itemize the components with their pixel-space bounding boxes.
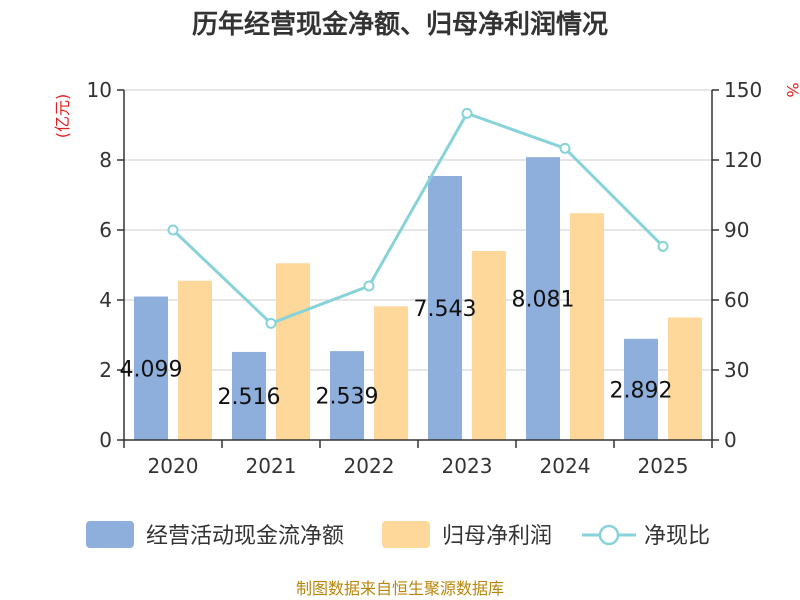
bar-netprofit-2025 <box>668 317 702 440</box>
bar-cashflow-2024 <box>526 157 560 441</box>
bar-netprofit-2020 <box>178 280 212 440</box>
x-tick-label: 2020 <box>148 454 199 478</box>
bar-cashflow-2022 <box>330 351 364 440</box>
x-tick-label: 2024 <box>540 454 591 478</box>
source-note: 制图数据来自恒生聚源数据库 <box>296 579 504 598</box>
axes <box>117 89 719 448</box>
data-label-2020: 4.099 <box>120 357 183 382</box>
data-label-2022: 2.539 <box>316 385 379 410</box>
left-tick-label: 10 <box>87 78 112 102</box>
legend-label-ratio: 净现比 <box>644 524 710 549</box>
legend-marker-ratio <box>598 524 620 546</box>
x-tick-label: 2025 <box>638 454 689 478</box>
left-tick-label: 8 <box>99 148 112 172</box>
data-labels: 4.099 2.516 2.539 7.543 8.081 2.892 <box>120 288 673 410</box>
right-tick-label: 60 <box>724 288 749 312</box>
ratio-line <box>167 107 669 329</box>
bar-cashflow-2021 <box>232 351 266 440</box>
left-tick-label: 6 <box>99 218 112 242</box>
data-label-2024: 8.081 <box>512 288 575 313</box>
tick-labels: 0 2 4 6 8 10 0 30 60 90 120 150 2020 2021 2022 2023 2024… <box>87 78 763 478</box>
bars <box>134 157 702 441</box>
legend-swatch-netprofit <box>382 521 430 548</box>
x-tick-label: 2022 <box>344 454 395 478</box>
bar-netprofit-2021 <box>276 263 310 440</box>
left-tick-label: 2 <box>99 358 112 382</box>
ratio-point-2023 <box>461 107 473 119</box>
right-tick-label: 30 <box>724 358 749 382</box>
ratio-point-2024 <box>559 142 571 154</box>
ratio-line-path <box>171 111 665 326</box>
data-label-2025: 2.892 <box>610 378 673 403</box>
legend: 经营活动现金流净额 归母净利润 净现比 <box>86 521 710 549</box>
legend-label-netprofit: 归母净利润 <box>442 524 552 549</box>
x-tick-label: 2023 <box>442 454 493 478</box>
ratio-point-2022 <box>363 280 375 292</box>
right-tick-label: 90 <box>724 218 749 242</box>
left-axis-unit: (亿元) <box>53 94 72 139</box>
legend-swatch-cashflow <box>86 521 134 548</box>
ratio-point-2025 <box>657 240 669 252</box>
right-tick-label: 0 <box>724 428 737 452</box>
data-label-2023: 7.543 <box>414 297 477 322</box>
left-tick-label: 4 <box>99 288 112 312</box>
bar-cashflow-2020 <box>134 296 168 440</box>
x-tick-label: 2021 <box>246 454 297 478</box>
bar-netprofit-2023 <box>472 251 506 440</box>
left-tick-label: 0 <box>99 428 112 452</box>
legend-label-cashflow: 经营活动现金流净额 <box>146 524 344 549</box>
bar-netprofit-2022 <box>374 306 408 440</box>
gridlines <box>124 89 712 371</box>
right-tick-label: 120 <box>724 148 762 172</box>
right-axis-unit: % <box>783 82 800 97</box>
bar-cashflow-2023 <box>428 175 462 440</box>
ratio-point-2021 <box>265 317 277 329</box>
bar-cashflow-2025 <box>624 338 658 440</box>
bar-netprofit-2024 <box>570 213 604 440</box>
data-label-2021: 2.516 <box>218 385 281 410</box>
ratio-point-2020 <box>167 224 179 236</box>
chart-title: 历年经营现金净额、归母净利润情况 <box>192 9 608 40</box>
right-tick-label: 150 <box>724 78 762 102</box>
